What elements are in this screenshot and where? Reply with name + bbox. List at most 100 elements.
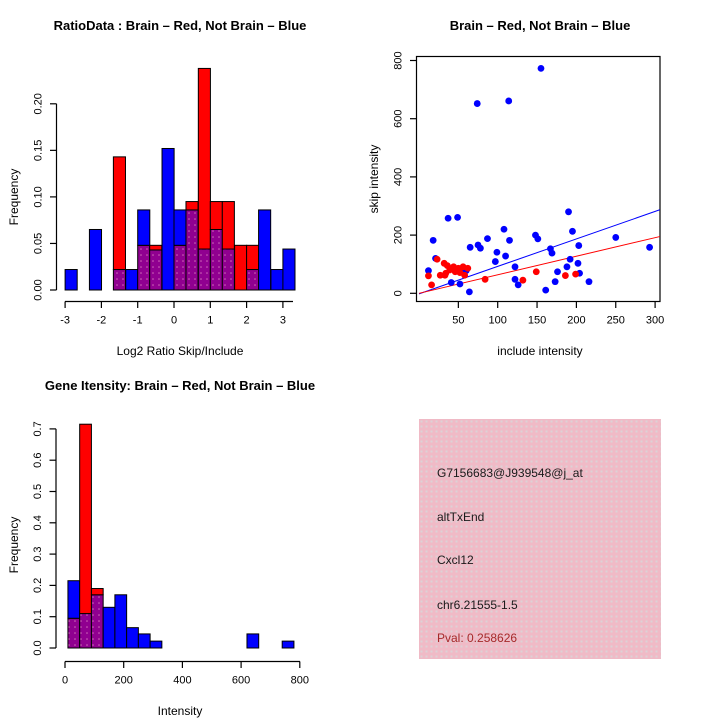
x-tick-label: -2	[97, 315, 107, 327]
scatter-point-red	[572, 270, 580, 278]
y-tick-label: 0.05	[32, 233, 44, 254]
histogram-bar-red	[209, 201, 223, 230]
ratio-histogram-title: RatioData : Brain – Red, Not Brain – Blu…	[53, 18, 307, 33]
scatter-point-blue	[554, 268, 561, 276]
scatter-point-blue	[500, 225, 508, 233]
scatter-point-blue	[574, 259, 582, 267]
histogram-bar-blue	[114, 594, 128, 649]
scatter-point-red	[433, 255, 441, 263]
scatter-point-blue	[565, 208, 572, 216]
histogram-bar-purple	[246, 269, 260, 291]
scatter-point-red	[436, 271, 444, 279]
gene-histogram-svg: 0.0 0.1 0.2 0.3 0.4 0.5 0.6 0.7 0 200 400 600 800	[32, 421, 309, 687]
histogram-bar-blue	[149, 640, 163, 649]
not-brain-fit-line	[418, 209, 660, 295]
x-tick-label: 1	[207, 315, 213, 327]
scatter-point-red	[519, 276, 527, 284]
x-tick-label: 200	[115, 675, 133, 687]
histogram-bar-blue	[173, 209, 187, 246]
y-tick-label: 0.10	[32, 186, 44, 207]
histogram-bar-red	[112, 156, 126, 271]
gene-x-axis-label: Intensity	[157, 704, 203, 718]
panel-intensity-scatter: 50 100 150 200 250 300 0 200 400 600 800 Brain – R…	[360, 0, 720, 360]
x-tick-label: 50	[452, 315, 464, 327]
scatter-point-blue	[502, 252, 509, 260]
histogram-bar-red	[149, 244, 163, 251]
x-tick-label: 800	[291, 675, 309, 687]
y-tick-label: 0.2	[32, 578, 44, 593]
scatter-point-blue	[447, 279, 455, 286]
x-tick-label: 600	[232, 675, 250, 687]
panel-ratio-histogram: 0.00 0.05 0.10 0.15 0.20 -3 -2 -1 0 1 2 3 RatioData…	[0, 0, 360, 360]
histogram-bar-purple	[137, 244, 151, 291]
scatter-point-blue	[575, 242, 583, 249]
y-tick-label: 0.5	[32, 484, 44, 499]
histogram-bar-purple	[185, 209, 199, 291]
histogram-bar-blue	[102, 606, 116, 649]
histogram-bar-blue	[281, 640, 295, 649]
scatter-point-blue	[612, 234, 620, 241]
scatter-point-red	[425, 272, 432, 280]
scatter-point-blue	[646, 243, 653, 251]
histogram-bar-red	[185, 201, 199, 211]
scatter-point-blue	[505, 97, 513, 105]
scatter-y-axis-label: skip intensity	[367, 144, 381, 214]
histogram-bar-purple	[112, 269, 126, 291]
scatter-point-blue	[466, 243, 474, 251]
scatter-point-blue	[493, 248, 501, 256]
scatter-point-blue	[456, 280, 464, 288]
scatter-point-blue	[429, 236, 437, 244]
ratio-histogram-svg: 0.00 0.05 0.10 0.15 0.20 -3 -2 -1 0 1 2 3	[32, 67, 296, 327]
scatter-title: Brain – Red, Not Brain – Blue	[449, 18, 631, 33]
histogram-bar-blue	[64, 269, 78, 291]
y-tick-label: 600	[392, 110, 404, 128]
histogram-bar-red	[197, 67, 211, 250]
histogram-bar-purple	[149, 249, 163, 291]
histogram-bar-red	[234, 244, 248, 291]
histogram-bar-blue	[161, 147, 175, 291]
scatter-point-blue	[511, 275, 519, 283]
scatter-point-red	[464, 264, 472, 272]
histogram-bar-blue	[88, 228, 103, 291]
scatter-plot-svg: 50 100 150 200 250 300 0 200 400 600 800	[392, 51, 664, 327]
y-tick-label: 0.6	[32, 453, 44, 468]
scatter-point-blue	[511, 263, 519, 271]
histogram-bar-blue	[258, 209, 272, 291]
histogram-bar-purple	[67, 617, 81, 649]
panel-info: G7156683@J939548@j_at altTxEnd Cxcl12 ch…	[360, 360, 720, 720]
y-tick-label: 0.1	[32, 609, 44, 624]
histogram-bar-purple	[90, 594, 104, 649]
x-tick-label: 150	[528, 315, 546, 327]
histogram-bar-purple	[209, 228, 223, 291]
scatter-point-red	[481, 275, 489, 283]
y-tick-label: 0.7	[32, 421, 44, 436]
probe-id-text: G7156683@J939548@j_at	[437, 466, 583, 480]
gene-histogram-title: Gene Itensity: Brain – Red, Not Brain – …	[44, 378, 316, 393]
histogram-bar-blue	[282, 248, 296, 291]
scatter-point-blue	[534, 235, 542, 243]
x-tick-label: -3	[60, 315, 70, 327]
plot-box	[415, 55, 661, 303]
scatter-point-blue	[425, 267, 432, 275]
scatter-point-blue	[548, 249, 556, 257]
histogram-bar-red	[221, 201, 235, 250]
y-tick-label: 0.0	[32, 640, 44, 655]
histogram-bar-red	[79, 423, 92, 615]
scatter-point-blue	[563, 263, 571, 271]
scatter-point-red	[428, 281, 435, 289]
scatter-point-blue	[476, 244, 484, 252]
scatter-point-blue	[585, 278, 593, 286]
y-tick-label: 0.4	[32, 515, 44, 530]
y-tick-label: 200	[392, 226, 404, 244]
x-tick-label: 300	[646, 315, 664, 327]
histogram-bar-red	[90, 588, 104, 596]
scatter-point-blue	[491, 258, 499, 265]
scatter-point-blue	[454, 213, 461, 221]
scatter-point-blue	[506, 236, 513, 244]
gene-name-text: Cxcl12	[437, 553, 474, 567]
histogram-bar-blue	[246, 633, 260, 649]
histogram-bar-blue	[137, 633, 151, 649]
scatter-point-red	[532, 268, 540, 276]
ratio-x-axis-label: Log2 Ratio Skip/Include	[116, 344, 244, 358]
